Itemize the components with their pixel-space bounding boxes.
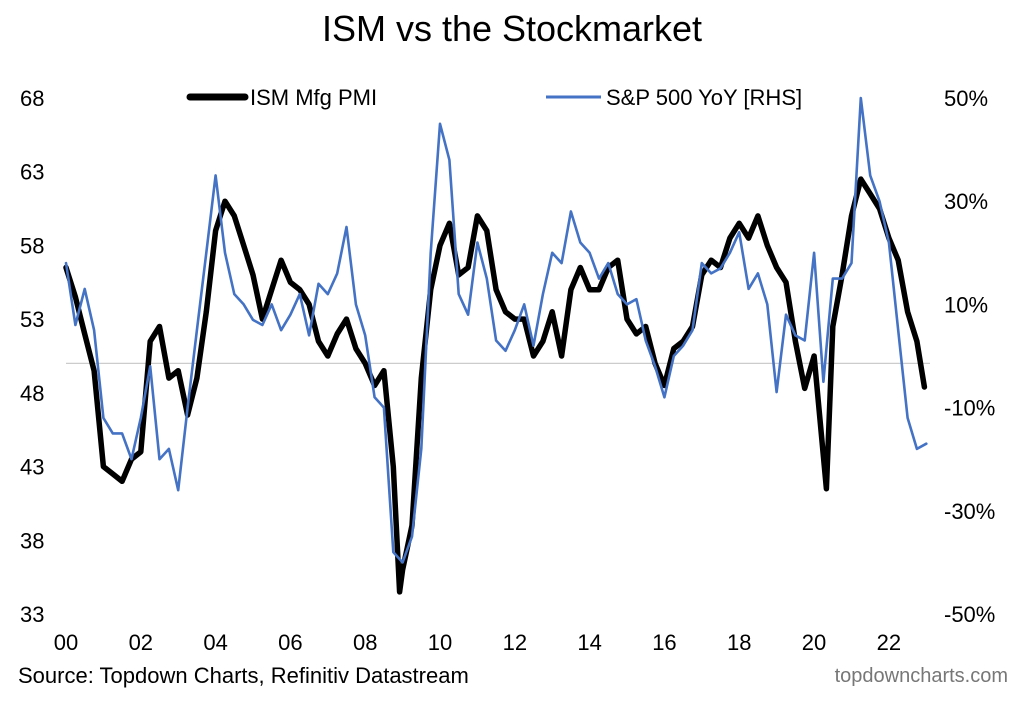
source-note: Source: Topdown Charts, Refinitiv Datast… <box>18 663 469 688</box>
left-axis-ticks: 33 38 43 48 53 58 63 68 <box>20 86 44 627</box>
y-left-tick-label: 58 <box>20 233 44 258</box>
brand-watermark: topdowncharts.com <box>834 665 1008 687</box>
y-right-tick-label: -30% <box>944 499 995 524</box>
legend-label-sp500: S&P 500 YoY [RHS] <box>606 85 802 110</box>
y-left-tick-label: 53 <box>20 307 44 332</box>
y-left-tick-label: 68 <box>20 86 44 111</box>
x-tick-label: 20 <box>802 630 826 655</box>
y-right-tick-label: 30% <box>944 189 988 214</box>
right-axis-ticks: -50% -30% -10% 10% 30% 50% <box>944 86 995 627</box>
y-left-tick-label: 33 <box>20 602 44 627</box>
series-line-ism-mfg-pmi <box>63 176 928 595</box>
x-tick-label: 02 <box>129 630 153 655</box>
y-left-tick-label: 38 <box>20 528 44 553</box>
x-tick-label: 16 <box>652 630 676 655</box>
x-tick-label: 18 <box>727 630 751 655</box>
x-tick-label: 08 <box>353 630 377 655</box>
x-tick-label: 00 <box>54 630 78 655</box>
legend-label-ism: ISM Mfg PMI <box>250 85 377 110</box>
y-right-tick-label: -50% <box>944 602 995 627</box>
x-tick-label: 22 <box>877 630 901 655</box>
x-tick-label: 14 <box>577 630 601 655</box>
y-right-tick-label: 10% <box>944 292 988 317</box>
x-tick-label: 12 <box>503 630 527 655</box>
x-tick-label: 10 <box>428 630 452 655</box>
x-tick-label: 06 <box>278 630 302 655</box>
y-left-tick-label: 48 <box>20 381 44 406</box>
legend: ISM Mfg PMI S&P 500 YoY [RHS] <box>186 85 802 110</box>
y-right-tick-label: -10% <box>944 396 995 421</box>
chart-title: ISM vs the Stockmarket <box>321 8 703 49</box>
y-left-tick-label: 63 <box>20 160 44 185</box>
series-lines <box>63 96 928 595</box>
x-tick-label: 04 <box>203 630 227 655</box>
y-left-tick-label: 43 <box>20 455 44 480</box>
series-line-sp500-yoy <box>64 96 928 564</box>
x-axis-ticks: 00 02 04 06 08 10 12 14 16 18 20 22 <box>54 630 901 655</box>
y-right-tick-label: 50% <box>944 86 988 111</box>
